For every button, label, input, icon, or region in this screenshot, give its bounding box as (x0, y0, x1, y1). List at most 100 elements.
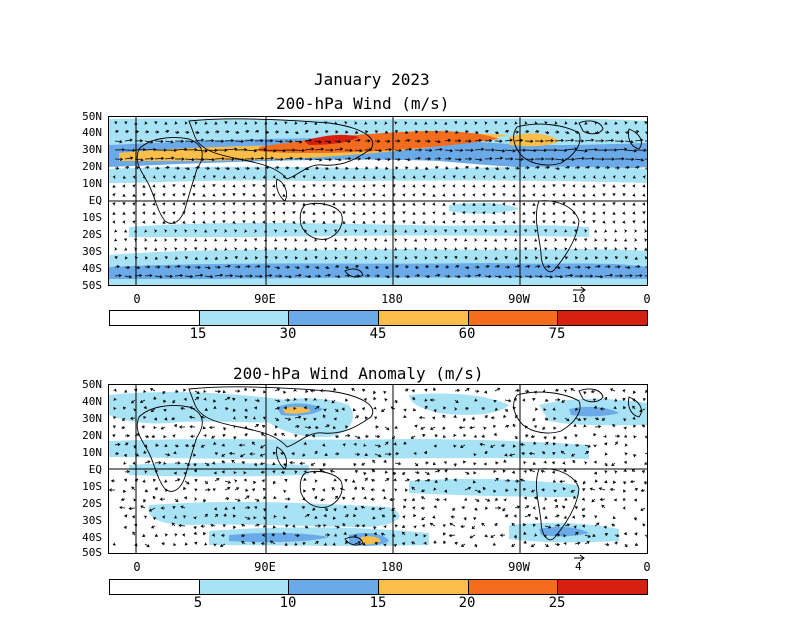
wind-vector-head (236, 167, 240, 171)
wind-vector-head (144, 444, 148, 448)
wind-vector-head (157, 265, 161, 269)
wind-vector-head (164, 247, 168, 251)
wind-vector-head (374, 247, 378, 251)
wind-vector-head (201, 157, 205, 162)
wind-vector-head (573, 495, 577, 499)
wind-vector-head (140, 158, 144, 162)
wind-vector (270, 540, 276, 545)
wind-vector-head (130, 416, 134, 420)
wind-vector-head (524, 256, 529, 260)
wind-vector-head (490, 444, 494, 448)
wind-vector-head (412, 211, 416, 215)
wind-vector-head (260, 542, 265, 546)
wind-vector-head (173, 451, 177, 455)
wind-vector (444, 139, 451, 142)
wind-vector-head (292, 193, 296, 197)
wind-vector (214, 478, 220, 482)
wind-vector-head (502, 220, 506, 224)
wind-vector-head (502, 211, 506, 215)
wind-vector-head (367, 156, 371, 160)
wind-vector-head (458, 139, 462, 143)
wind-vector-head (336, 452, 340, 456)
wind-vector-head (572, 175, 577, 179)
wind-vector (624, 275, 633, 277)
wind-vector-head (594, 238, 598, 242)
wind-vector-head (493, 229, 498, 233)
wind-vector-head (634, 256, 638, 260)
wind-vector-head (212, 220, 216, 224)
wind-vector-head (322, 443, 326, 447)
wind-vector-head (576, 165, 581, 170)
wind-vector-head (448, 533, 452, 538)
wind-vector-head (245, 488, 249, 492)
wind-vector-head (242, 193, 246, 197)
wind-vector-head (432, 416, 436, 420)
wind-vector-head (144, 489, 149, 493)
wind-vector-head (508, 399, 512, 403)
wind-vector-head (236, 487, 240, 491)
lat-label: 40S (82, 262, 102, 275)
wind-vector-head (342, 202, 346, 206)
wind-vector-head (482, 184, 486, 188)
wind-vector-head (542, 184, 546, 188)
wind-vector-head (241, 523, 245, 527)
wind-vector-head (416, 273, 421, 278)
wind-vector-head (315, 166, 320, 170)
wind-vector-head (473, 229, 478, 233)
wind-vector (644, 435, 647, 438)
wind-vector-head (524, 238, 528, 242)
wind-vector-head (393, 471, 397, 476)
wind-vector-head (323, 238, 328, 242)
wind-vector-head (283, 489, 287, 493)
wind-vector-head (402, 202, 406, 206)
wind-vector-head (313, 397, 317, 401)
wind-vector-head (192, 202, 196, 206)
lat-label: 30N (82, 412, 102, 425)
wind-vector-head (285, 524, 289, 528)
colorbar-swatch (110, 580, 200, 594)
wind-vector-head (484, 256, 488, 260)
wind-vector-head (474, 507, 478, 511)
wind-vector-head (122, 211, 126, 215)
wind-vector-head (490, 416, 494, 420)
wind-vector-head (214, 121, 218, 125)
wind-vector-head (560, 450, 564, 454)
wind-vector (424, 471, 430, 475)
wind-vector-head (215, 452, 219, 456)
wind-vector-head (544, 256, 549, 260)
wind-vector-head (640, 508, 644, 511)
wind-vector-head (352, 175, 356, 179)
wind-vector (514, 275, 522, 278)
wind-vector (414, 157, 421, 160)
wind-vector-head (179, 273, 184, 278)
wind-vector-head (444, 256, 448, 260)
wind-vector-head (112, 211, 116, 215)
wind-vector (594, 265, 601, 268)
wind-vector-head (363, 496, 367, 500)
lat-label: 20S (82, 228, 102, 241)
wind-vector-head (174, 533, 178, 537)
wind-vector-head (642, 184, 646, 188)
wind-vector-head (122, 202, 126, 206)
wind-vector-head (382, 211, 386, 215)
wind-vector-head (570, 489, 574, 493)
wind-vector-head (326, 266, 330, 270)
wind-vector-head (213, 238, 218, 242)
wind-vector-head (269, 273, 273, 278)
wind-vector-head (360, 505, 364, 509)
wind-vector-head (470, 148, 474, 152)
wind-vector (254, 275, 263, 277)
wind-vector-head (468, 157, 473, 161)
wind-vector-head (216, 166, 221, 171)
wind-vector-head (247, 264, 251, 269)
wind-vector-head (371, 506, 375, 511)
wind-vector-head (152, 495, 156, 499)
wind-vector-head (402, 184, 406, 188)
wind-vector-head (213, 399, 217, 403)
wind-vector-head (481, 522, 485, 526)
wind-vector-head (512, 444, 516, 448)
wind-vector-head (173, 471, 177, 475)
wind-vector-head (124, 389, 128, 393)
wind-vector-head (361, 388, 366, 392)
wind-vector (304, 426, 311, 428)
